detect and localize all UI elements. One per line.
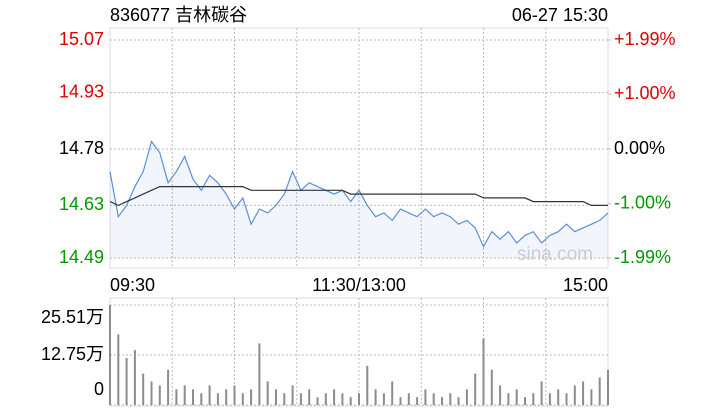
volume-bar	[117, 334, 120, 405]
volume-bar	[208, 385, 211, 405]
volume-bar	[499, 385, 502, 405]
volume-bar	[109, 305, 111, 405]
chart-title: 836077 吉林碳谷	[110, 5, 247, 25]
volume-bar	[233, 385, 236, 405]
volume-bar	[316, 397, 319, 405]
volume-bar	[399, 397, 402, 405]
volume-bar	[482, 338, 485, 405]
y2-tick-label: 0.00%	[614, 138, 665, 158]
volume-bar	[333, 389, 336, 405]
volume-bar	[407, 393, 410, 405]
volume-bar	[358, 393, 360, 405]
volume-bar	[266, 381, 269, 405]
volume-bar	[474, 373, 477, 405]
y2-tick-label: -1.99%	[614, 247, 671, 267]
y2-tick-label: +1.00%	[614, 83, 676, 103]
volume-bar	[142, 373, 145, 405]
volume-bar	[133, 350, 136, 405]
volume-bar	[324, 393, 327, 405]
volume-bar	[241, 393, 244, 405]
price-area	[110, 141, 608, 258]
volume-bar	[192, 389, 194, 405]
volume-bar	[598, 377, 601, 405]
volume-bar	[457, 397, 460, 405]
volume-bar	[308, 389, 311, 405]
volume-bar	[216, 393, 219, 405]
volume-bar	[349, 397, 352, 405]
volume-bar	[573, 385, 576, 405]
volume-bar	[291, 385, 294, 405]
volume-bar	[200, 393, 203, 405]
volume-bar	[490, 369, 493, 405]
y-tick-label: 12.75万	[41, 344, 104, 364]
x-tick-label: 11:30/13:00	[312, 275, 406, 295]
volume-bar	[515, 389, 518, 405]
volume-bar	[524, 397, 526, 405]
average-line	[109, 186, 608, 207]
volume-bar	[557, 389, 560, 405]
volume-bar	[167, 369, 170, 405]
y-tick-label: 14.78	[59, 138, 104, 158]
volume-bar	[582, 381, 585, 405]
volume-bar	[258, 343, 261, 405]
volume-bar	[275, 389, 277, 405]
y-tick-label: 14.49	[59, 247, 104, 267]
volume-bar	[432, 393, 435, 405]
volume-bar	[382, 393, 385, 405]
volume-bar	[441, 397, 443, 405]
volume-bar	[183, 385, 186, 405]
volume-bar	[548, 393, 551, 405]
volume-bar	[391, 381, 394, 405]
watermark: sina.com	[517, 244, 593, 265]
volume-bar	[225, 389, 228, 405]
volume-bar	[374, 389, 377, 405]
volume-bar	[150, 381, 153, 405]
y2-tick-label: +1.99%	[614, 29, 676, 49]
volume-bar	[607, 369, 609, 405]
volume-bar	[532, 393, 535, 405]
volume-bar	[175, 389, 178, 405]
volume-bar	[125, 357, 128, 405]
volume-bar	[540, 381, 543, 405]
y-tick-label: 15.07	[59, 29, 104, 49]
volume-bar	[590, 389, 593, 405]
price-line	[109, 140, 609, 249]
volume-bar	[416, 397, 419, 405]
volume-bar	[366, 365, 369, 405]
volume-bar	[250, 389, 253, 405]
volume-bar	[565, 393, 568, 405]
volume-bar	[507, 393, 510, 405]
volume-bar	[449, 393, 452, 405]
volume-bar	[283, 393, 286, 405]
volume-bar	[465, 389, 468, 405]
volume-bar	[341, 393, 344, 405]
y-tick-label: 25.51万	[41, 307, 104, 327]
y-tick-label: 14.63	[59, 194, 104, 214]
y-tick-label: 0	[94, 379, 104, 399]
x-tick-label: 15:00	[563, 275, 608, 295]
x-tick-label: 09:30	[110, 275, 155, 295]
volume-bar	[158, 385, 161, 405]
y2-tick-label: -1.00%	[614, 193, 671, 213]
volume-bar	[299, 393, 302, 405]
y-tick-label: 14.93	[59, 81, 104, 101]
timestamp: 06-27 15:30	[512, 5, 608, 25]
volume-bar	[424, 389, 427, 405]
